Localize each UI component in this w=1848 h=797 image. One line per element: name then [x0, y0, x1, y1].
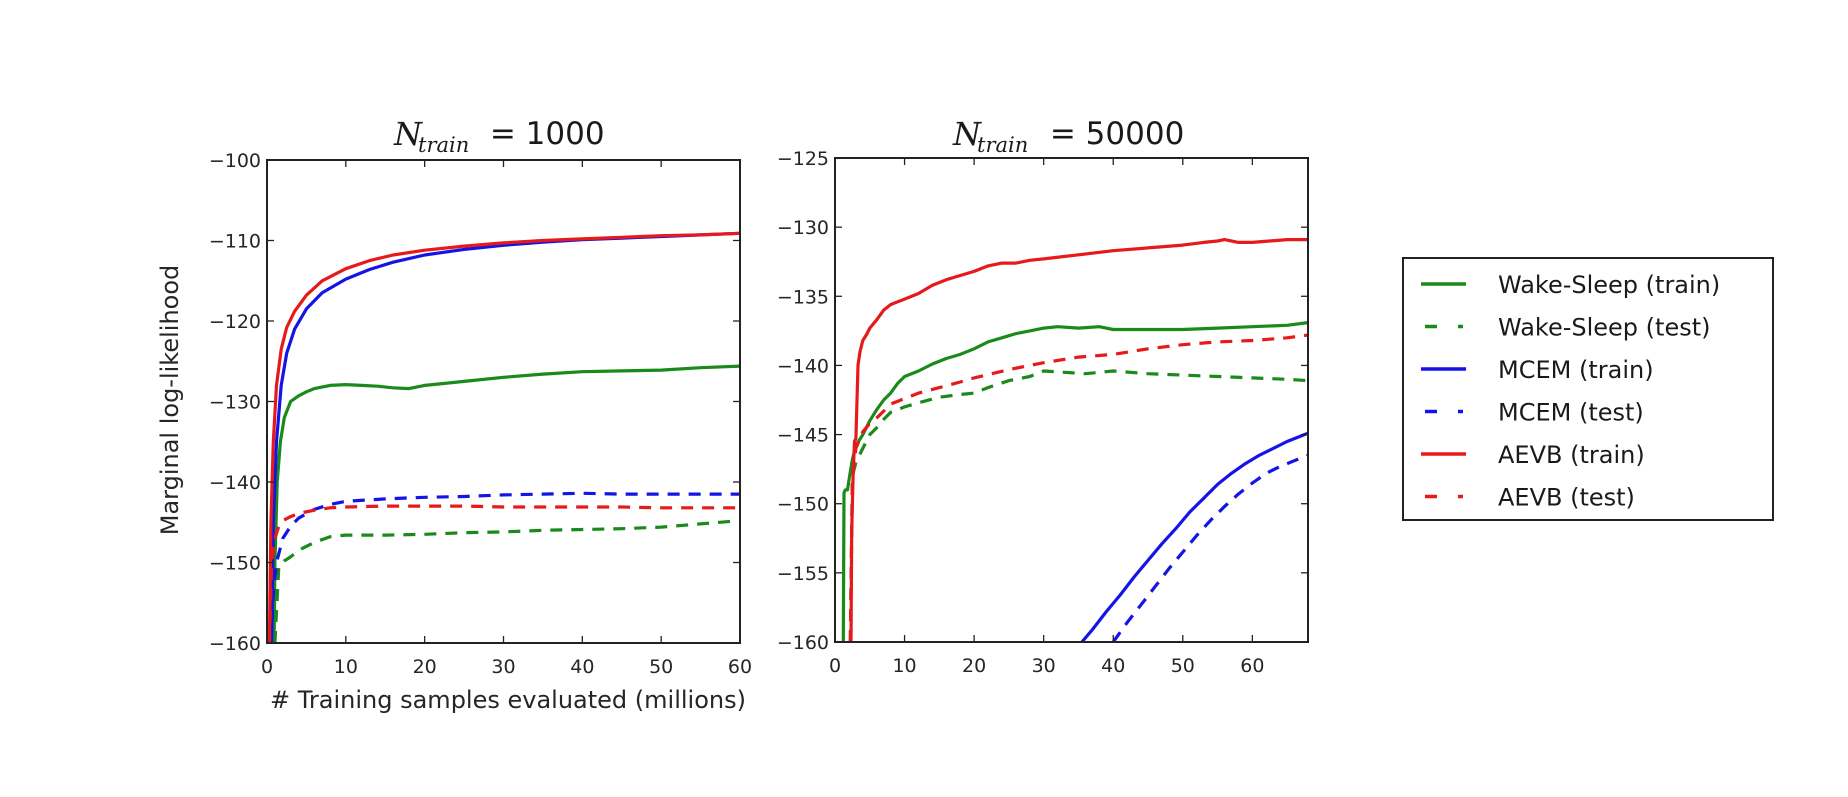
panel-title-value: = 1000 [480, 116, 605, 152]
x-tick-label: 40 [1101, 655, 1125, 677]
y-tick-label: −160 [209, 633, 261, 655]
panel-title-value: = 50000 [1040, 116, 1184, 152]
y-tick-label: −150 [777, 494, 829, 516]
x-tick-label: 30 [491, 656, 515, 678]
y-axis-label: Marginal log-likelihood [156, 265, 184, 536]
panel-ntrain-1000: N train = 1000 0 10 20 30 40 50 60 −160 −150 −140… [156, 115, 752, 714]
series-line-mcem-train [1080, 431, 1308, 642]
y-tick-label: −100 [209, 150, 261, 172]
y-tick-label: −145 [777, 425, 829, 447]
x-tick-label: 10 [334, 656, 358, 678]
series-line-wake-sleep-train [272, 364, 740, 643]
x-tick-label: 10 [892, 655, 916, 677]
x-tick-label: 30 [1032, 655, 1056, 677]
panel-title-subscript: train [977, 133, 1028, 157]
legend-entry-mcem-test: MCEM (test) [1425, 399, 1644, 427]
y-tick-label: −125 [777, 148, 829, 170]
series-layer [267, 231, 740, 643]
ticks-layer: 0 10 20 30 40 50 60 −160 −150 −140 −130 −120 −110 −10… [209, 150, 752, 678]
legend-box [1402, 257, 1774, 521]
legend-label: AEVB (train) [1498, 441, 1645, 469]
y-tick-label: −120 [209, 311, 261, 333]
series-line-mcem-test [1111, 453, 1308, 642]
plot-frame [834, 157, 1309, 643]
panel-title-symbol: N [952, 115, 982, 153]
series-line-wake-sleep-test [273, 519, 740, 643]
plot-frame [266, 159, 741, 644]
x-tick-label: 20 [413, 656, 437, 678]
legend-entry-wake-sleep-test: Wake-Sleep (test) [1425, 314, 1710, 342]
x-tick-label: 60 [1240, 655, 1264, 677]
legend-entry-aevb-train: AEVB (train) [1421, 441, 1645, 469]
legend-label: AEVB (test) [1498, 484, 1635, 512]
x-tick-label: 50 [649, 656, 673, 678]
series-line-aevb-test [848, 333, 1308, 642]
series-line-wake-sleep-train [841, 321, 1308, 642]
legend-label: Wake-Sleep (test) [1498, 314, 1710, 342]
legend-label: MCEM (test) [1498, 399, 1644, 427]
y-tick-label: −140 [209, 472, 261, 494]
series-line-mcem-test [269, 491, 740, 643]
legend-entry-wake-sleep-train: Wake-Sleep (train) [1421, 271, 1720, 299]
x-tick-label: 0 [829, 655, 841, 677]
y-tick-label: −130 [777, 217, 829, 239]
series-line-aevb-train [267, 231, 740, 643]
x-axis-label: # Training samples evaluated (millions) [270, 686, 746, 714]
series-line-aevb-test [267, 504, 740, 643]
series-line-wake-sleep-test [848, 369, 1308, 642]
legend-entry-mcem-train: MCEM (train) [1421, 356, 1654, 384]
x-tick-label: 0 [261, 656, 273, 678]
series-line-aevb-train [849, 238, 1308, 642]
y-tick-label: −130 [209, 392, 261, 414]
legend-entry-aevb-test: AEVB (test) [1425, 484, 1635, 512]
panel-ntrain-50000: N train = 50000 0 10 20 30 40 50 60 −160 −155 −15… [777, 115, 1309, 677]
panel-title-subscript: train [418, 133, 469, 157]
legend-label: Wake-Sleep (train) [1498, 271, 1720, 299]
x-tick-label: 20 [962, 655, 986, 677]
y-tick-label: −155 [777, 563, 829, 585]
x-tick-label: 50 [1171, 655, 1195, 677]
y-tick-label: −110 [209, 231, 261, 253]
y-tick-label: −135 [777, 286, 829, 308]
series-layer [841, 238, 1308, 642]
y-tick-label: −150 [209, 553, 261, 575]
legend: Wake-Sleep (train) Wake-Sleep (test) MCEM … [1402, 257, 1774, 521]
panel-title-symbol: N [393, 115, 423, 153]
legend-label: MCEM (train) [1498, 356, 1654, 384]
y-tick-label: −160 [777, 632, 829, 654]
x-tick-label: 60 [728, 656, 752, 678]
y-tick-label: −140 [777, 355, 829, 377]
series-line-mcem-train [270, 231, 740, 643]
ticks-layer: 0 10 20 30 40 50 60 −160 −155 −150 −145 −140 −135 −13… [777, 148, 1308, 677]
x-tick-label: 40 [570, 656, 594, 678]
